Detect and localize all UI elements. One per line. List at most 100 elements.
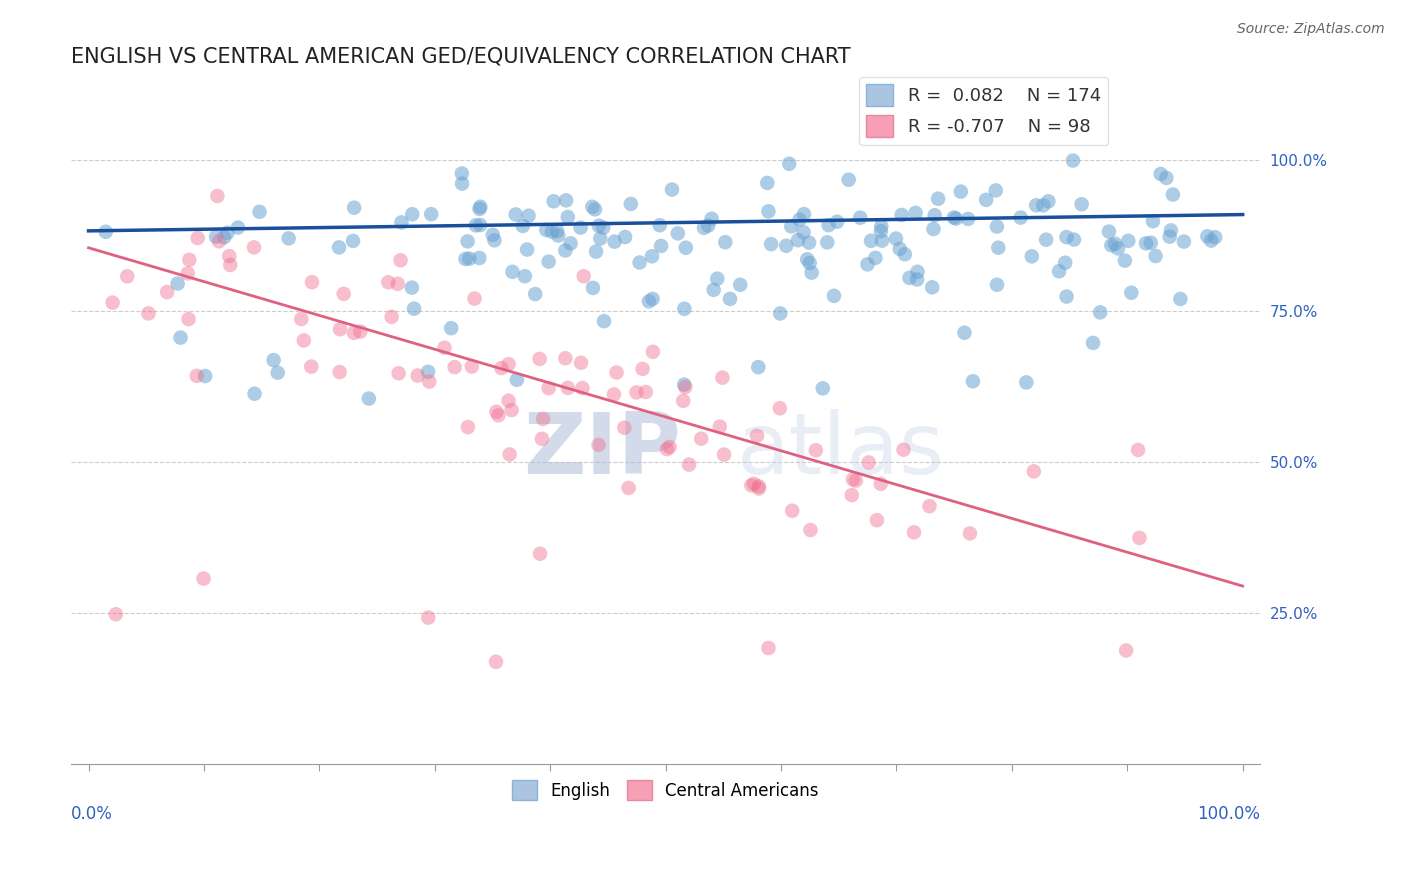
Point: [512, 219, 534, 233]
Point: [593, 314, 616, 328]
Point: [921, 280, 943, 294]
Point: [468, 202, 491, 216]
Point: [156, 285, 179, 299]
Point: [957, 211, 980, 226]
Point: [391, 215, 413, 229]
Point: [904, 206, 927, 220]
Point: [1047, 264, 1070, 278]
Point: [531, 412, 554, 426]
Point: [793, 207, 815, 221]
Point: [709, 419, 731, 434]
Point: [418, 375, 440, 389]
Point: [1098, 225, 1121, 239]
Point: [1021, 249, 1043, 263]
Point: [775, 239, 797, 253]
Point: [263, 353, 285, 368]
Point: [343, 326, 366, 340]
Point: [505, 207, 527, 221]
Point: [401, 280, 423, 294]
Point: [974, 193, 997, 207]
Text: ENGLISH VS CENTRAL AMERICAN GED/EQUIVALENCY CORRELATION CHART: ENGLISH VS CENTRAL AMERICAN GED/EQUIVALE…: [72, 46, 851, 66]
Point: [328, 240, 350, 254]
Point: [703, 283, 725, 297]
Point: [858, 455, 880, 469]
Point: [194, 369, 217, 384]
Point: [860, 234, 883, 248]
Point: [402, 301, 425, 316]
Point: [205, 229, 228, 244]
Point: [450, 166, 472, 180]
Point: [786, 233, 808, 247]
Point: [1156, 170, 1178, 185]
Point: [217, 226, 239, 240]
Legend: English, Central Americans: English, Central Americans: [506, 773, 825, 807]
Point: [758, 204, 780, 219]
Point: [849, 211, 872, 225]
Point: [823, 289, 845, 303]
Point: [870, 219, 893, 234]
Point: [516, 243, 538, 257]
Point: [332, 286, 354, 301]
Text: 0.0%: 0.0%: [72, 805, 112, 823]
Point: [1054, 256, 1077, 270]
Point: [218, 249, 240, 263]
Point: [416, 365, 439, 379]
Point: [524, 287, 547, 301]
Point: [541, 225, 564, 239]
Point: [1010, 211, 1032, 225]
Point: [381, 310, 404, 324]
Point: [1116, 234, 1139, 248]
Point: [815, 235, 838, 250]
Text: 100.0%: 100.0%: [1197, 805, 1260, 823]
Point: [690, 432, 713, 446]
Point: [1114, 253, 1136, 268]
Point: [1081, 335, 1104, 350]
Point: [569, 220, 592, 235]
Point: [1135, 236, 1157, 251]
Point: [638, 294, 661, 309]
Point: [603, 235, 626, 249]
Point: [589, 231, 612, 245]
Point: [1062, 153, 1084, 168]
Point: [117, 269, 139, 284]
Point: [666, 227, 689, 241]
Point: [1088, 305, 1111, 319]
Point: [1104, 236, 1126, 251]
Point: [789, 212, 811, 227]
Point: [748, 479, 770, 493]
Point: [464, 292, 486, 306]
Point: [907, 265, 929, 279]
Point: [758, 640, 780, 655]
Point: [631, 362, 654, 376]
Point: [922, 222, 945, 236]
Point: [1063, 233, 1085, 247]
Point: [342, 234, 364, 248]
Point: [1161, 187, 1184, 202]
Point: [349, 325, 371, 339]
Point: [1159, 229, 1181, 244]
Point: [458, 252, 481, 266]
Point: [606, 366, 628, 380]
Point: [292, 334, 315, 348]
Point: [299, 359, 322, 374]
Point: [1204, 230, 1226, 244]
Point: [484, 233, 506, 247]
Point: [780, 504, 803, 518]
Point: [697, 219, 720, 233]
Point: [554, 351, 576, 366]
Point: [811, 381, 834, 395]
Point: [1056, 230, 1078, 244]
Text: ZIP: ZIP: [523, 409, 681, 491]
Point: [1115, 643, 1137, 657]
Point: [661, 182, 683, 196]
Point: [301, 275, 323, 289]
Point: [713, 448, 735, 462]
Point: [984, 184, 1007, 198]
Point: [499, 447, 522, 461]
Point: [277, 231, 299, 245]
Point: [491, 361, 513, 376]
Point: [138, 306, 160, 320]
Point: [626, 385, 648, 400]
Point: [870, 234, 893, 248]
Point: [177, 312, 200, 326]
